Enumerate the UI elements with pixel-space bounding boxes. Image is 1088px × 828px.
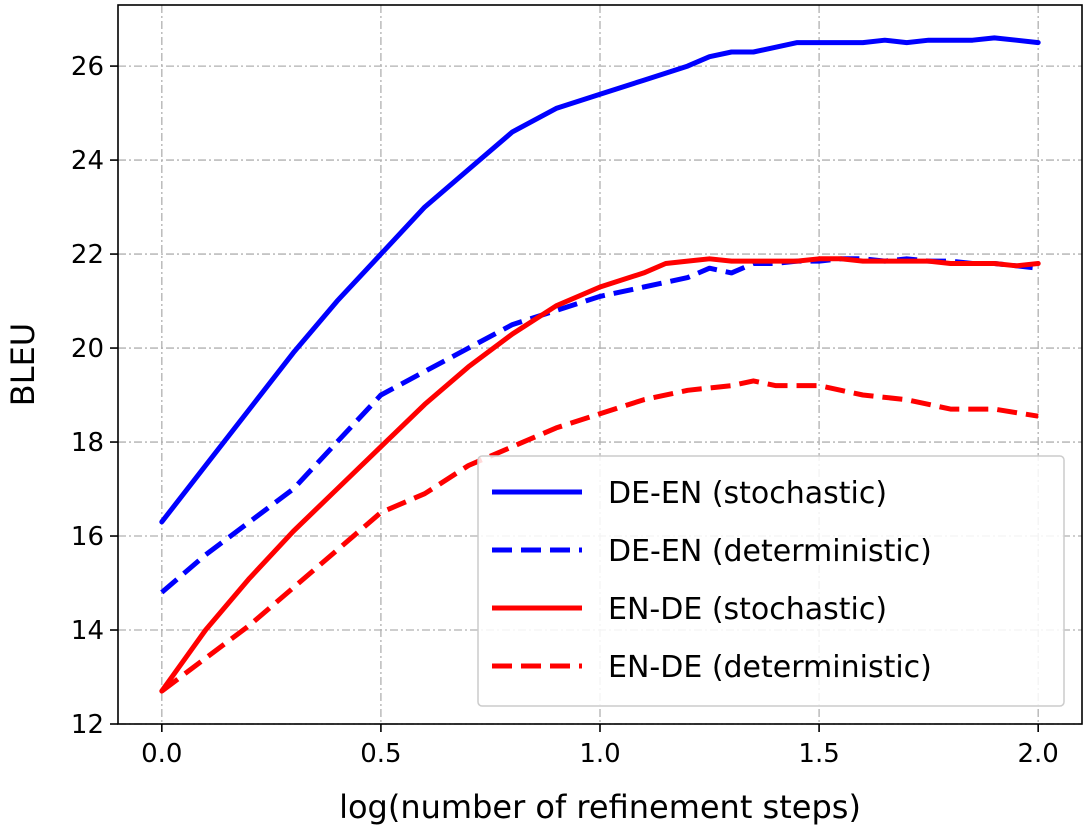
y-tick-label: 22 (71, 240, 104, 270)
plot-lines (159, 35, 1041, 694)
legend-label-3: EN-DE (stochastic) (608, 592, 887, 627)
y-axis-title: BLEU (4, 323, 42, 406)
y-tick-label: 16 (71, 522, 104, 552)
y-axis-ticks: 12 14 16 18 20 22 24 26 (71, 52, 118, 740)
x-tick-label: 0.0 (141, 739, 182, 769)
series-line-3 (159, 256, 1041, 694)
y-tick-label: 18 (71, 428, 104, 458)
legend: DE-EN (stochastic) DE-EN (deterministic) E… (477, 455, 1065, 707)
legend-box (477, 455, 1065, 707)
x-tick-label: 1.0 (579, 739, 620, 769)
legend-label-2: DE-EN (deterministic) (608, 534, 932, 569)
y-tick-label: 26 (71, 52, 104, 82)
x-tick-label: 0.5 (360, 739, 401, 769)
x-axis-title: log(number of refinement steps) (339, 788, 861, 826)
legend-label-1: DE-EN (stochastic) (608, 476, 887, 511)
x-tick-label: 2.0 (1018, 739, 1059, 769)
x-axis-ticks: 0.0 0.5 1.0 1.5 2.0 (141, 724, 1059, 769)
series-line-4 (160, 378, 1039, 694)
series-line-1 (159, 35, 1041, 525)
legend-label-4: EN-DE (deterministic) (608, 650, 932, 685)
x-tick-label: 1.5 (798, 739, 839, 769)
y-tick-label: 14 (71, 616, 104, 646)
y-tick-label: 20 (71, 334, 104, 364)
y-tick-label: 24 (71, 146, 104, 176)
y-tick-label: 12 (71, 710, 104, 740)
